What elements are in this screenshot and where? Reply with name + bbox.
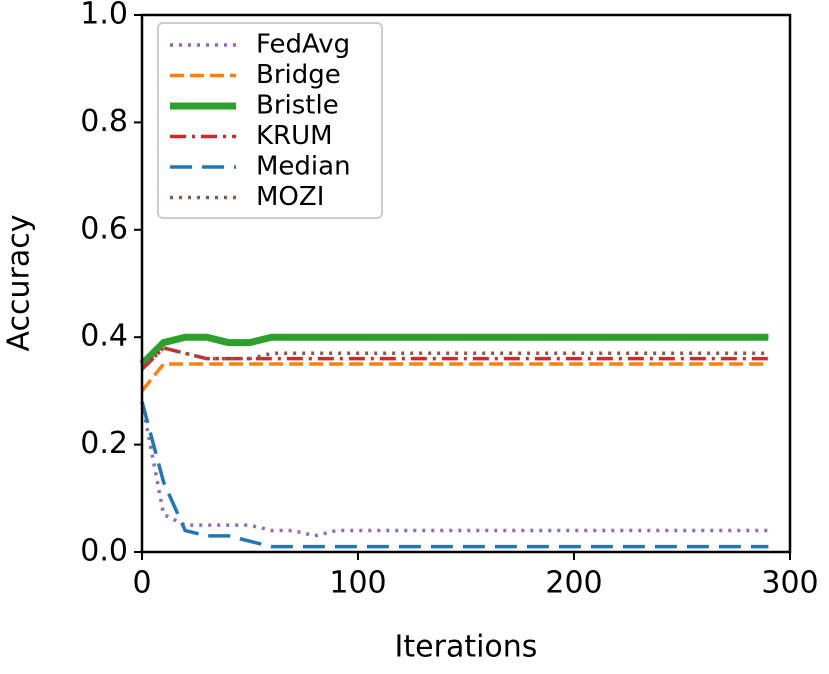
legend-label: FedAvg	[256, 30, 350, 60]
y-tick-label: 0.6	[80, 211, 128, 246]
x-tick-label: 300	[761, 566, 818, 601]
series-line	[140, 401, 769, 538]
y-tick-label: 0.0	[80, 534, 128, 569]
series-line	[140, 346, 769, 371]
y-axis-label: Accuracy	[2, 215, 37, 352]
legend-box	[157, 22, 383, 219]
y-tick-label: 0.4	[80, 319, 128, 354]
x-tick-label: 0	[132, 566, 151, 601]
series-line	[140, 346, 769, 371]
legend-label: Bristle	[256, 91, 339, 121]
x-tick-label: 100	[329, 566, 386, 601]
y-tick-label: 1.0	[80, 0, 128, 32]
legend-label: MOZI	[256, 182, 324, 212]
x-tick-label: 200	[545, 566, 602, 601]
legend-label: KRUM	[256, 121, 333, 151]
plot-lines	[139, 333, 769, 549]
x-axis-label: Iterations	[395, 630, 538, 665]
plot-frame	[140, 13, 792, 554]
y-tick-label: 0.8	[80, 104, 128, 139]
legend-label: Bridge	[256, 60, 341, 90]
series-line	[140, 401, 769, 549]
legend-label: Median	[256, 152, 351, 182]
y-tick-label: 0.2	[80, 426, 128, 461]
series-line	[139, 333, 769, 367]
series-line	[140, 362, 769, 392]
